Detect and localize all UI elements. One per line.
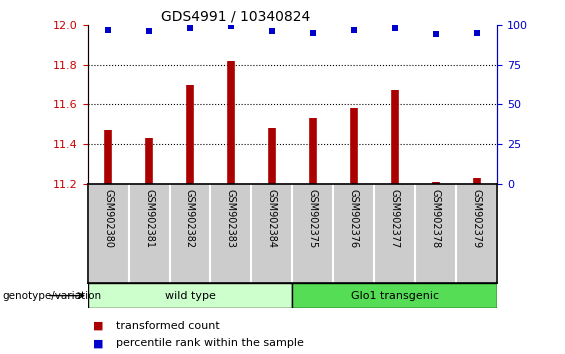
Text: GSM902378: GSM902378 <box>431 189 441 248</box>
Text: transformed count: transformed count <box>116 321 220 331</box>
Point <box>431 32 440 37</box>
Text: wild type: wild type <box>164 291 215 301</box>
Text: genotype/variation: genotype/variation <box>3 291 102 301</box>
Point <box>308 30 318 36</box>
Text: GSM902379: GSM902379 <box>472 189 482 248</box>
Text: GSM902383: GSM902383 <box>226 189 236 248</box>
Text: Glo1 transgenic: Glo1 transgenic <box>351 291 439 301</box>
Text: percentile rank within the sample: percentile rank within the sample <box>116 338 304 348</box>
Bar <box>293 283 497 308</box>
Point <box>267 28 276 34</box>
Text: GSM902376: GSM902376 <box>349 189 359 248</box>
Text: GSM902382: GSM902382 <box>185 189 195 248</box>
Point <box>145 28 154 34</box>
Text: GSM902384: GSM902384 <box>267 189 277 248</box>
Point <box>227 24 236 29</box>
Text: ■: ■ <box>93 321 104 331</box>
Point <box>390 25 399 31</box>
Point <box>349 27 358 33</box>
Point <box>103 27 112 33</box>
Text: GSM902375: GSM902375 <box>308 189 318 248</box>
Text: ■: ■ <box>93 338 104 348</box>
Text: GSM902380: GSM902380 <box>103 189 113 248</box>
Text: GDS4991 / 10340824: GDS4991 / 10340824 <box>162 10 311 24</box>
Point <box>185 25 194 31</box>
Bar <box>88 283 293 308</box>
Text: GSM902381: GSM902381 <box>144 189 154 248</box>
Text: GSM902377: GSM902377 <box>390 189 400 248</box>
Point <box>472 30 481 36</box>
